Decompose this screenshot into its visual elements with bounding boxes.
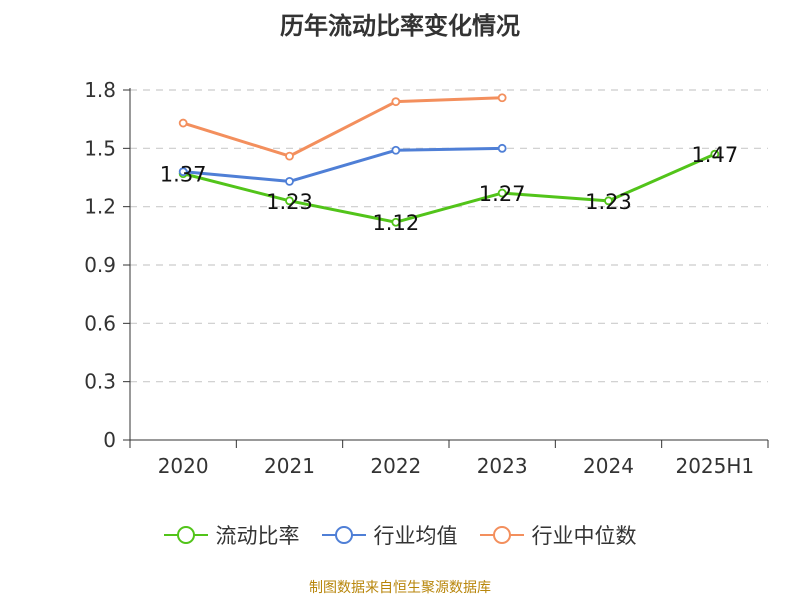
data-label: 1.12: [372, 211, 419, 235]
legend-label: 行业中位数: [531, 524, 637, 548]
series-point-1: [497, 188, 507, 198]
source-note: 制图数据来自恒生聚源数据库: [309, 580, 491, 596]
legend-item-industry-avg[interactable]: 行业均值: [321, 520, 458, 550]
data-label: 1.27: [479, 182, 526, 206]
x-tick-label: 2025H1: [675, 454, 754, 478]
legend: 流动比率 行业均值 行业中位数: [0, 520, 800, 550]
series-point-3: [178, 118, 188, 128]
data-label: 1.23: [585, 190, 632, 214]
y-tick-label: 1.2: [84, 195, 116, 219]
series-point-2: [178, 167, 188, 177]
y-tick-label: 0: [103, 428, 116, 452]
series-point-1: [604, 196, 613, 206]
x-tick-label: 2024: [583, 454, 634, 478]
y-tick-label: 0.9: [84, 253, 116, 277]
legend-item-current-ratio[interactable]: 流动比率: [163, 520, 300, 550]
legend-label: 行业均值: [373, 524, 458, 548]
x-tick-label: 2023: [477, 454, 528, 478]
x-tick-label: 2021: [264, 454, 315, 478]
series-point-3: [497, 93, 507, 103]
legend-item-industry-median[interactable]: 行业中位数: [479, 520, 637, 550]
legend-swatch-icon: [321, 526, 366, 544]
series-point-1: [285, 196, 294, 206]
series-point-3: [391, 97, 401, 107]
y-tick-label: 1.8: [84, 78, 116, 102]
series-point-1: [710, 149, 720, 159]
legend-label: 流动比率: [215, 524, 300, 548]
data-label: 1.23: [266, 190, 313, 214]
x-tick-label: 2022: [370, 454, 421, 478]
y-tick-label: 0.6: [84, 311, 116, 335]
legend-swatch-icon: [479, 526, 524, 544]
series-line-3: [182, 96, 503, 158]
series-point-2: [391, 145, 401, 155]
chart-title: 历年流动比率变化情况: [280, 12, 520, 40]
series-point-2: [497, 143, 507, 153]
data-label: 1.47: [691, 143, 738, 167]
series-line-1: [182, 152, 716, 224]
y-tick-label: 1.5: [84, 136, 116, 160]
y-tick-label: 0.3: [84, 370, 116, 394]
series-point-1: [391, 217, 401, 227]
series-point-3: [285, 151, 294, 161]
legend-swatch-icon: [163, 526, 208, 544]
x-tick-label: 2020: [158, 454, 209, 478]
data-label: 1.37: [160, 163, 207, 187]
series-line-2: [183, 146, 503, 183]
series-point-2: [285, 176, 294, 186]
